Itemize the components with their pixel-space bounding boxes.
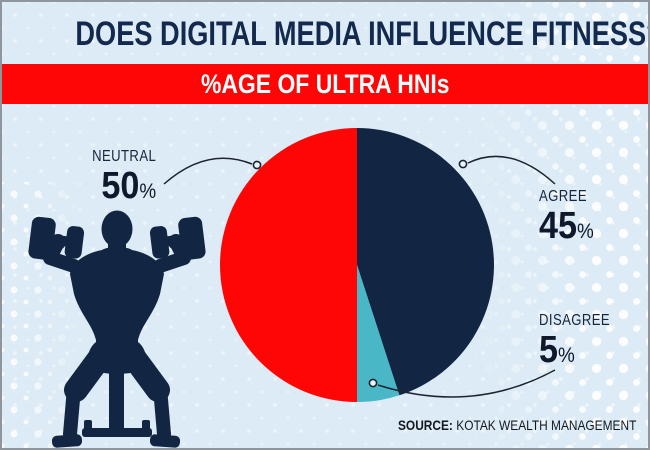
source-label: SOURCE: — [398, 417, 453, 433]
pie-chart-svg — [220, 128, 494, 402]
page-title-text: DOES DIGITAL MEDIA INFLUENCE FITNESS? — [75, 15, 650, 53]
neutral-label: NEUTRAL — [91, 148, 156, 165]
source-text: KOTAK WEALTH MANAGEMENT — [456, 417, 637, 433]
disagree-label: DISAGREE — [539, 312, 611, 329]
agree-value: 45% — [539, 205, 594, 247]
page-title: DOES DIGITAL MEDIA INFLUENCE FITNESS? — [2, 15, 648, 54]
neutral-callout-label: NEUTRAL 50% — [78, 148, 156, 207]
disagree-value: 5% — [539, 329, 575, 371]
source-credit: SOURCE: KOTAK WEALTH MANAGEMENT — [398, 417, 636, 433]
percent-symbol: % — [139, 180, 156, 203]
stool-base — [82, 428, 152, 437]
percent-symbol: % — [558, 344, 575, 367]
lifter-torso — [70, 247, 164, 360]
agree-label: AGREE — [539, 188, 587, 205]
percent-symbol: % — [577, 220, 594, 243]
subtitle-banner: %AGE OF ULTRA HNIs — [2, 64, 648, 104]
subtitle-banner-text: %AGE OF ULTRA HNIs — [200, 68, 450, 99]
neutral-value: 50% — [101, 165, 156, 207]
stool-post — [109, 368, 124, 430]
pie-chart — [220, 128, 494, 402]
weightlifter-silhouette — [28, 210, 206, 448]
lifter-right-foot — [149, 434, 181, 448]
agree-callout-label: AGREE 45% — [539, 188, 600, 247]
pie-slice-disagree — [357, 265, 400, 402]
disagree-callout-label: DISAGREE 5% — [539, 312, 626, 371]
pie-slice-agree — [357, 128, 494, 396]
right-dumbbell-icon — [149, 216, 206, 260]
pie-slice-neutral — [220, 128, 357, 402]
lifter-left-foot — [51, 434, 83, 448]
